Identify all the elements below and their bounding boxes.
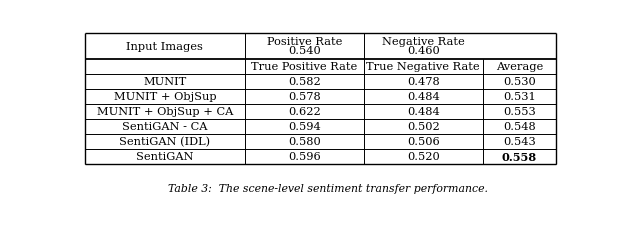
Text: 0.543: 0.543: [503, 137, 536, 147]
Text: 0.484: 0.484: [407, 92, 440, 102]
Text: Input Images: Input Images: [126, 42, 204, 52]
Text: 0.520: 0.520: [407, 152, 440, 162]
Text: Positive Rate: Positive Rate: [266, 36, 342, 46]
Text: 0.580: 0.580: [288, 137, 321, 147]
Text: 0.530: 0.530: [503, 77, 536, 87]
Text: 0.531: 0.531: [503, 92, 536, 102]
Text: 0.460: 0.460: [407, 46, 440, 56]
Text: SentiGAN: SentiGAN: [136, 152, 193, 162]
Text: 0.596: 0.596: [288, 152, 321, 162]
Text: MUNIT + ObjSup: MUNIT + ObjSup: [113, 92, 216, 102]
Text: Negative Rate: Negative Rate: [382, 36, 465, 46]
Text: SentiGAN (IDL): SentiGAN (IDL): [119, 137, 211, 147]
Text: 0.506: 0.506: [407, 137, 440, 147]
Text: 0.553: 0.553: [503, 107, 536, 117]
Text: 0.484: 0.484: [407, 107, 440, 117]
Text: MUNIT + ObjSup + CA: MUNIT + ObjSup + CA: [97, 107, 233, 117]
Text: Average: Average: [496, 62, 543, 72]
Text: 0.548: 0.548: [503, 122, 536, 132]
Text: Table 3:  The scene-level sentiment transfer performance.: Table 3: The scene-level sentiment trans…: [168, 183, 488, 193]
Text: 0.622: 0.622: [288, 107, 321, 117]
Text: True Positive Rate: True Positive Rate: [251, 62, 357, 72]
Text: 0.502: 0.502: [407, 122, 440, 132]
Text: SentiGAN - CA: SentiGAN - CA: [122, 122, 207, 132]
Text: 0.540: 0.540: [288, 46, 321, 56]
Text: 0.578: 0.578: [288, 92, 321, 102]
Text: True Negative Rate: True Negative Rate: [367, 62, 480, 72]
Text: 0.594: 0.594: [288, 122, 321, 132]
Text: 0.478: 0.478: [407, 77, 440, 87]
Text: 0.582: 0.582: [288, 77, 321, 87]
Text: 0.558: 0.558: [502, 151, 537, 162]
Text: MUNIT: MUNIT: [143, 77, 186, 87]
